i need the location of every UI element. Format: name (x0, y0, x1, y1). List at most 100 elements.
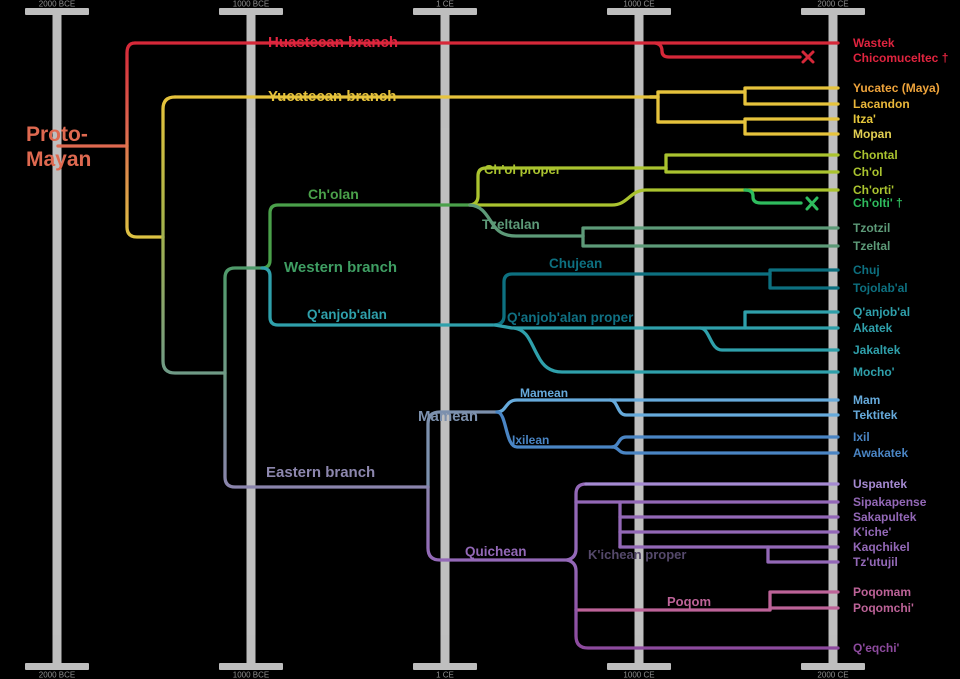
line-tzutujil (766, 545, 840, 564)
timeline-cap-top (25, 8, 89, 15)
timeline-column-1000ce (607, 8, 671, 670)
timeline-cap-bottom (801, 663, 865, 670)
line-awakatek (610, 445, 840, 455)
line-greater-qanjobalan (260, 266, 497, 327)
line-tzotzil (581, 226, 840, 238)
timeline-cap-top (801, 8, 865, 15)
language-label-tzutujil: Tz'utujil (853, 555, 898, 569)
line-tzeltalan (468, 203, 585, 238)
language-label-tojolabal: Tojolab'al (853, 281, 908, 295)
language-label-sakapultek: Sakapultek (853, 510, 917, 524)
language-label-chorti: Ch'orti' (853, 183, 894, 197)
language-label-jakaltek: Jakaltek (853, 343, 901, 357)
language-label-qeqchi: Q'eqchi' (853, 641, 900, 655)
mamean-proper-label: Mamean (520, 386, 568, 400)
tzeltalan-subtree (468, 203, 840, 248)
timeline-cap-bottom (219, 663, 283, 670)
timeline-cap-top (413, 8, 477, 15)
cholan-subtree (468, 153, 840, 207)
language-label-sipakapense: Sipakapense (853, 495, 927, 509)
ixilean-subtree (495, 410, 840, 455)
timeline-cap-top (219, 8, 283, 15)
timeline-columns (25, 8, 865, 670)
date-label-top: 2000 BCE (39, 0, 75, 9)
poqom-label: Poqom (667, 594, 711, 609)
proto-mayan-label-line2: Mayan (26, 148, 91, 171)
date-label-bottom: 2000 BCE (39, 671, 75, 679)
date-label-top: 1000 CE (623, 0, 654, 9)
line-tektitek (608, 398, 840, 417)
line-tzeltal (581, 234, 840, 248)
language-label-tektitek: Tektitek (853, 408, 898, 422)
date-label-bottom: 1000 BCE (233, 671, 269, 679)
timeline-column-1000bce (219, 8, 283, 670)
language-label-yucatec: Yucatec (Maya) (853, 81, 940, 95)
language-label-wastek: Wastek (853, 36, 895, 50)
language-label-cholti: Ch'olti' † (853, 196, 903, 210)
date-label-bottom: 1 CE (436, 671, 454, 679)
line-lacandon (656, 90, 840, 106)
huastecan-branch-label: Huastecan branch (268, 34, 398, 51)
language-label-poqomchi: Poqomchi' (853, 601, 914, 615)
line-cholti (743, 188, 803, 205)
language-label-ixil: Ixil (853, 430, 870, 444)
date-label-top: 1 CE (436, 0, 454, 9)
language-label-tzeltal: Tzeltal (853, 239, 890, 253)
qanjobalan-proper-subtree (493, 310, 840, 374)
date-label-bottom: 1000 CE (623, 671, 654, 679)
line-ixilean (495, 410, 614, 449)
qanjobalan-proper-label: Q'anjob'alan proper (507, 310, 634, 325)
mamean-branch-label: Mamean (418, 408, 478, 425)
line-chuj (768, 268, 840, 276)
line-qeqchi (565, 558, 840, 650)
ixilean-label: Ixilean (512, 433, 549, 447)
timeline-bar (246, 14, 256, 663)
language-label-mopan: Mopan (853, 127, 892, 141)
branch-labels: Proto- Mayan Huastecan branch Yucatecan … (26, 34, 711, 609)
trunk-yucatecan-split (161, 95, 227, 375)
language-label-lacandon: Lacandon (853, 97, 910, 111)
language-label-itza: Itza' (853, 112, 876, 126)
line-ixil (610, 435, 840, 449)
trunk-huastecan-split (125, 41, 165, 239)
language-label-mocho: Mocho' (853, 365, 895, 379)
language-label-kiche: K'iche' (853, 525, 892, 539)
line-chicomuceltec (653, 41, 802, 59)
timeline-column-1ce (413, 8, 477, 670)
huastecan-subtree (133, 41, 840, 64)
quichean-label: Quichean (465, 544, 527, 559)
language-label-uspantek: Uspantek (853, 477, 907, 491)
line-mopan (656, 120, 840, 136)
chujean-subtree (493, 268, 840, 327)
date-label-top: 1000 BCE (233, 0, 269, 9)
language-label-chol: Ch'ol (853, 165, 883, 179)
cholti-branch (743, 188, 819, 211)
timeline-bar (828, 14, 838, 663)
extinct-cross-chicomuceltec (801, 50, 815, 64)
language-labels: Wastek Chicomuceltec † Yucatec (Maya) La… (853, 36, 948, 655)
timeline-cap-top (607, 8, 671, 15)
line-mam (495, 398, 840, 414)
timeline-cap-bottom (413, 663, 477, 670)
language-label-kaqchikel: Kaqchikel (853, 540, 910, 554)
language-label-poqomam: Poqomam (853, 585, 911, 599)
line-mocho (512, 326, 840, 374)
poqom-subtree (574, 590, 840, 612)
line-quichean-node-up (565, 482, 588, 562)
timeline-bar (634, 14, 644, 663)
line-chujean (493, 272, 772, 327)
timeline-column-2000bce (25, 8, 89, 670)
line-poqomam (768, 590, 840, 612)
timeline-column-2000ce (801, 8, 865, 670)
line-chorti (468, 188, 840, 207)
timeline-bar (440, 14, 450, 663)
language-label-tzotzil: Tzotzil (853, 221, 890, 235)
proto-mayan-label-line1: Proto- (26, 123, 88, 146)
tree-branches (56, 41, 840, 650)
western-branch-label: Western branch (284, 259, 397, 276)
line-qanjobal (743, 310, 840, 330)
eastern-branch-label: Eastern branch (266, 464, 375, 481)
cholan-label: Ch'olan (308, 186, 359, 202)
chol-proper-label: Ch'ol proper (484, 162, 561, 177)
